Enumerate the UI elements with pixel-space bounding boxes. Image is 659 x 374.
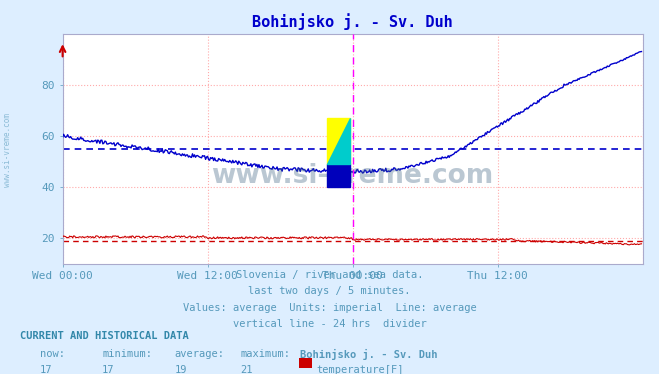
Text: average:: average: xyxy=(175,349,225,359)
Text: www.si-vreme.com: www.si-vreme.com xyxy=(3,113,13,187)
Polygon shape xyxy=(328,118,349,164)
Text: Bohinjsko j. - Sv. Duh: Bohinjsko j. - Sv. Duh xyxy=(300,349,438,360)
Text: maximum:: maximum: xyxy=(241,349,291,359)
Text: vertical line - 24 hrs  divider: vertical line - 24 hrs divider xyxy=(233,319,426,329)
Bar xyxy=(328,164,349,187)
Bar xyxy=(328,118,349,164)
Text: 21: 21 xyxy=(241,365,253,374)
Text: 17: 17 xyxy=(40,365,52,374)
Text: temperature[F]: temperature[F] xyxy=(316,365,404,374)
Text: Values: average  Units: imperial  Line: average: Values: average Units: imperial Line: av… xyxy=(183,303,476,313)
Text: now:: now: xyxy=(40,349,65,359)
Text: minimum:: minimum: xyxy=(102,349,152,359)
Text: last two days / 5 minutes.: last two days / 5 minutes. xyxy=(248,286,411,297)
Text: Slovenia / river and sea data.: Slovenia / river and sea data. xyxy=(236,270,423,280)
Text: 19: 19 xyxy=(175,365,187,374)
Title: Bohinjsko j. - Sv. Duh: Bohinjsko j. - Sv. Duh xyxy=(252,13,453,30)
Text: CURRENT AND HISTORICAL DATA: CURRENT AND HISTORICAL DATA xyxy=(20,331,188,341)
Text: www.si-vreme.com: www.si-vreme.com xyxy=(212,163,494,189)
Text: 17: 17 xyxy=(102,365,115,374)
